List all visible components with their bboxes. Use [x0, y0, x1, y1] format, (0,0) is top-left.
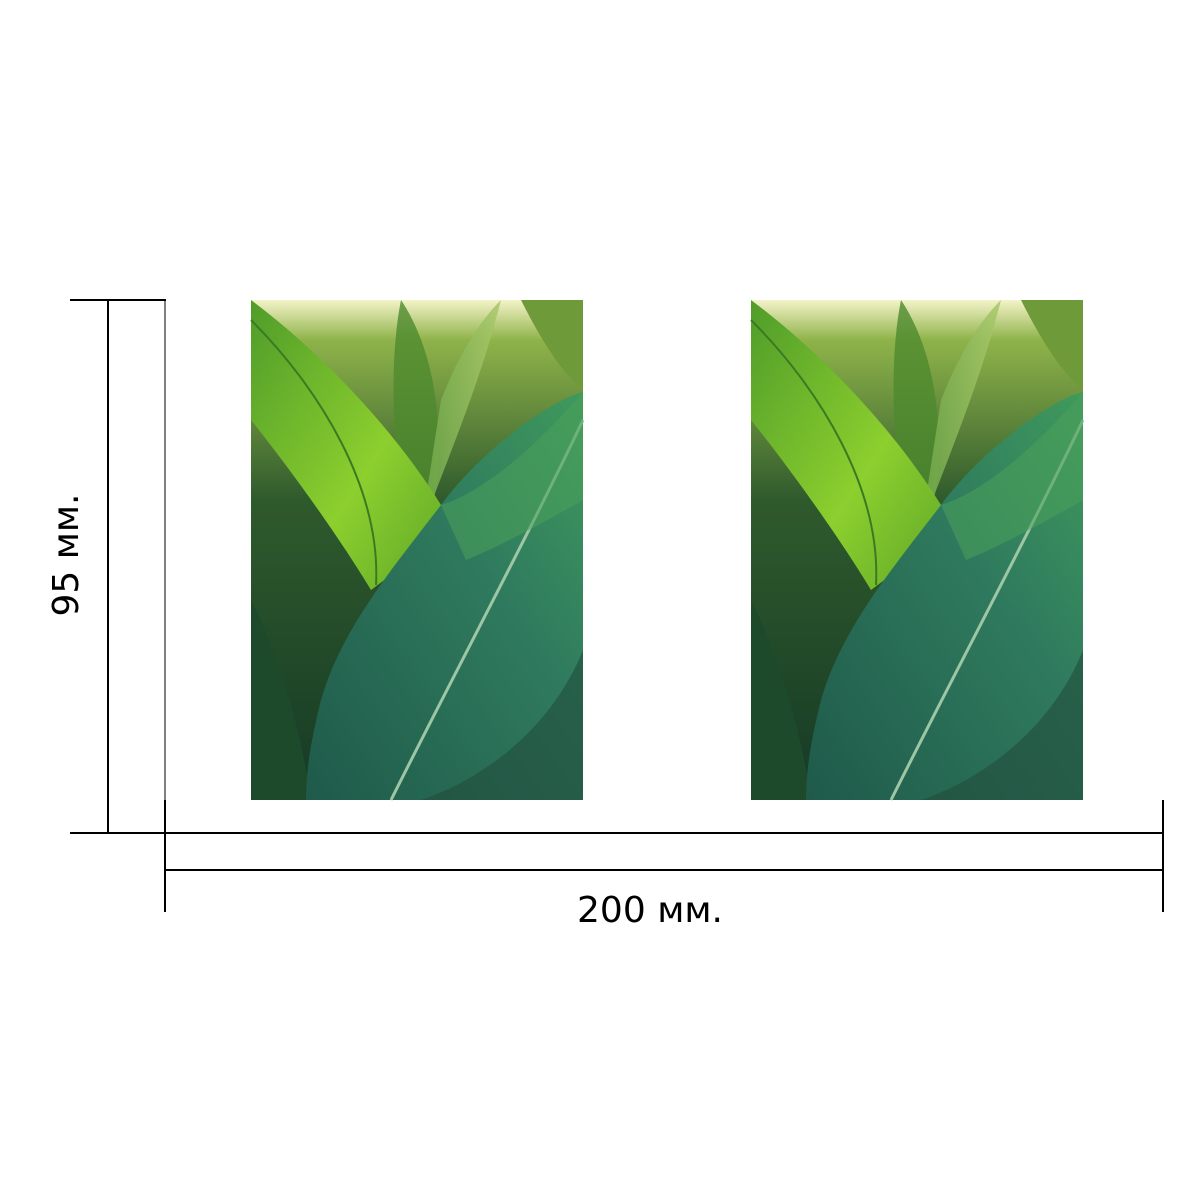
width-dimension: 200 мм. [164, 800, 1164, 931]
width-label: 200 мм. [577, 890, 723, 931]
height-dimension: 95 мм. [46, 299, 166, 834]
product-image [749, 298, 1085, 802]
product-image [249, 298, 585, 802]
height-label: 95 мм. [46, 493, 87, 616]
